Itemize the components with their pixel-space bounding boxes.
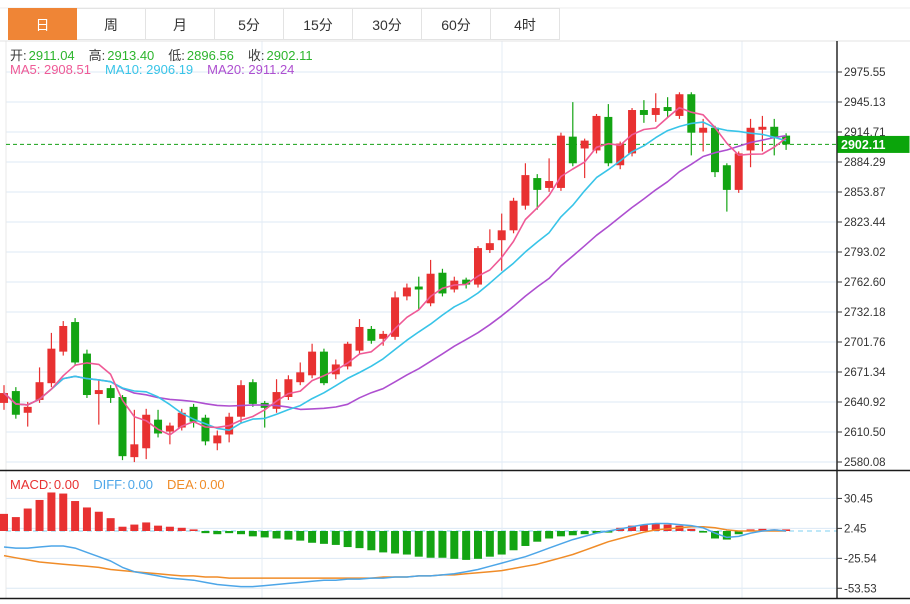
svg-text:2671.34: 2671.34 xyxy=(844,367,886,379)
timeframe-tabbar: 日 周 月 5分 15分 30分 60分 4时 xyxy=(8,8,560,40)
macd-legend: MACD: 0.00 DIFF: 0.00 DEA: 0.00 xyxy=(10,477,239,492)
ma20-line xyxy=(3,134,787,411)
svg-text:2823.44: 2823.44 xyxy=(844,217,886,229)
ma5-line xyxy=(3,106,787,436)
close-value: 收: 2902.11 xyxy=(247,48,313,63)
tab-month[interactable]: 月 xyxy=(146,8,215,40)
candles xyxy=(0,92,791,463)
svg-text:2701.76: 2701.76 xyxy=(844,337,886,349)
macd-histogram xyxy=(0,492,791,560)
tab-4hour[interactable]: 4时 xyxy=(491,8,560,40)
dea-value: DEA: 0.00 xyxy=(167,477,225,492)
ohlc-legend: 开: 2911.04 高: 2913.40 低: 2896.56 收: 2902.11 xyxy=(10,45,327,64)
ma20-value: MA20: 2911.24 xyxy=(207,62,295,77)
ma10-line xyxy=(3,121,787,432)
macd-y-axis: 30.45 2.45 -25.54 -53.53 xyxy=(837,493,877,595)
diff-value: DIFF: 0.00 xyxy=(93,477,154,492)
high-value: 高: 2913.40 xyxy=(88,48,155,63)
svg-text:30.45: 30.45 xyxy=(844,493,873,505)
svg-text:2610.50: 2610.50 xyxy=(844,427,886,439)
ma-legend: MA5: 2908.51 MA10: 2906.19 MA20: 2911.24 xyxy=(10,62,308,77)
tab-30min[interactable]: 30分 xyxy=(353,8,422,40)
price-y-axis: 2975.552945.132914.712884.292853.872823.… xyxy=(837,67,886,469)
svg-text:2945.13: 2945.13 xyxy=(844,97,886,109)
svg-text:-53.53: -53.53 xyxy=(844,583,877,595)
tab-day[interactable]: 日 xyxy=(8,8,77,40)
svg-text:2.45: 2.45 xyxy=(844,523,866,535)
open-value: 开: 2911.04 xyxy=(10,48,75,63)
svg-text:2580.08: 2580.08 xyxy=(844,457,886,469)
diff-line xyxy=(3,522,787,588)
svg-text:2853.87: 2853.87 xyxy=(844,187,886,199)
macd-value: MACD: 0.00 xyxy=(10,477,80,492)
svg-text:2902.11: 2902.11 xyxy=(841,138,886,152)
svg-text:2975.55: 2975.55 xyxy=(844,67,886,79)
tab-15min[interactable]: 15分 xyxy=(284,8,353,40)
low-value: 低: 2896.56 xyxy=(168,48,234,63)
ma5-value: MA5: 2908.51 xyxy=(10,62,91,77)
svg-text:2793.02: 2793.02 xyxy=(844,247,886,259)
svg-text:2762.60: 2762.60 xyxy=(844,277,886,289)
ma10-value: MA10: 2906.19 xyxy=(104,62,194,77)
grid-lines xyxy=(0,7,910,598)
svg-text:2640.92: 2640.92 xyxy=(844,397,886,409)
tab-5min[interactable]: 5分 xyxy=(215,8,284,40)
tab-week[interactable]: 周 xyxy=(77,8,146,40)
tab-60min[interactable]: 60分 xyxy=(422,8,491,40)
svg-text:2884.29: 2884.29 xyxy=(844,157,886,169)
current-price-tag: 2902.11 xyxy=(837,135,910,153)
svg-text:-25.54: -25.54 xyxy=(844,553,877,565)
svg-text:2732.18: 2732.18 xyxy=(844,307,886,319)
